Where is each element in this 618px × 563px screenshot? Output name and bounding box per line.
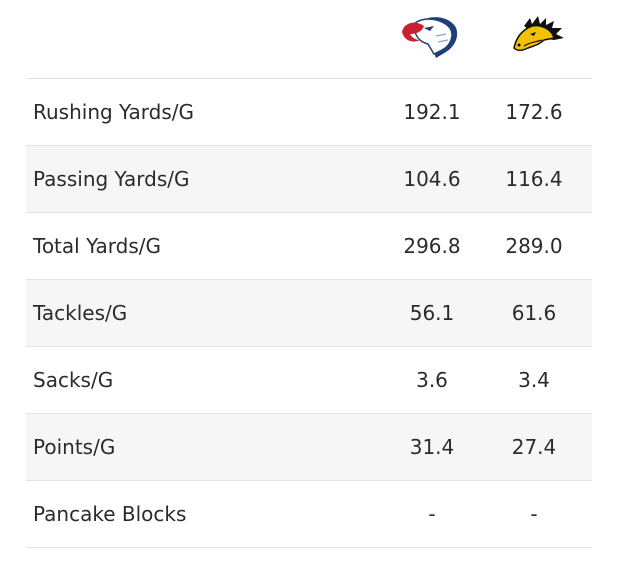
away-team-value: - xyxy=(428,502,436,526)
stat-row-passing-yards: Passing Yards/G 104.6 116.4 xyxy=(26,146,592,213)
stat-label: Rushing Yards/G xyxy=(33,100,194,124)
stat-label: Passing Yards/G xyxy=(33,167,190,191)
stat-label: Total Yards/G xyxy=(33,234,162,258)
stat-row-rushing-yards: Rushing Yards/G 192.1 172.6 xyxy=(26,79,592,146)
stat-label: Pancake Blocks xyxy=(33,502,187,526)
team-logos-header xyxy=(26,0,592,79)
stat-row-sacks: Sacks/G 3.6 3.4 xyxy=(26,347,592,414)
home-team-value: 289.0 xyxy=(505,234,563,258)
stat-row-points: Points/G 31.4 27.4 xyxy=(26,414,592,481)
stat-label: Points/G xyxy=(33,435,116,459)
home-team-value: - xyxy=(530,502,538,526)
stats-table: Rushing Yards/G 192.1 172.6 Passing Yard… xyxy=(26,79,592,548)
home-team-value: 61.6 xyxy=(511,301,557,325)
stat-label: Tackles/G xyxy=(33,301,128,325)
away-team-value: 104.6 xyxy=(403,167,461,191)
away-team-value: 192.1 xyxy=(403,100,461,124)
stat-row-total-yards: Total Yards/G 296.8 289.0 xyxy=(26,213,592,280)
eagle-logo-icon xyxy=(402,17,458,58)
away-team-value: 31.4 xyxy=(409,435,455,459)
home-team-value: 3.4 xyxy=(518,368,550,392)
away-team-value: 3.6 xyxy=(416,368,448,392)
home-team-value: 172.6 xyxy=(505,100,563,124)
away-team-value: 296.8 xyxy=(403,234,461,258)
mustang-logo-icon xyxy=(513,16,564,52)
stat-label: Sacks/G xyxy=(33,368,114,392)
stat-row-pancake-blocks: Pancake Blocks - - xyxy=(26,481,592,548)
stat-row-tackles: Tackles/G 56.1 61.6 xyxy=(26,280,592,347)
away-team-value: 56.1 xyxy=(409,301,455,325)
home-team-value: 116.4 xyxy=(505,167,563,191)
home-team-value: 27.4 xyxy=(511,435,557,459)
